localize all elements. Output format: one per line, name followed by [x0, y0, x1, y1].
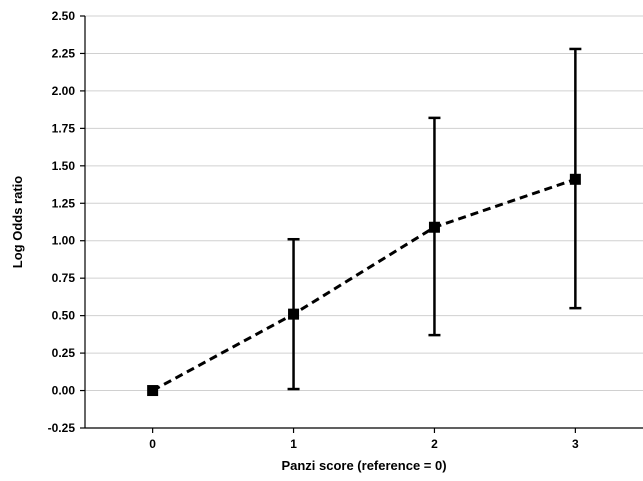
- x-tick-label: 0: [149, 437, 156, 451]
- axes: [80, 15, 643, 433]
- y-tick-label: 0.50: [52, 309, 76, 323]
- y-tick-label: 1.00: [52, 234, 76, 248]
- data-point: [147, 385, 159, 397]
- x-axis-title: Panzi score (reference = 0): [281, 458, 446, 473]
- gridlines: [85, 15, 643, 392]
- data-point: [288, 308, 300, 320]
- series: [147, 47, 582, 397]
- x-tick-labels: 0 1 2 3: [149, 437, 579, 451]
- y-tick-labels: -0.25 0.00 0.25 0.50 0.75 1.00 1.25 1.50 1.75 2.0…: [48, 9, 76, 435]
- series-line: [151, 177, 576, 392]
- y-tick-label: 1.75: [52, 121, 76, 135]
- x-tick-label: 2: [431, 437, 438, 451]
- y-tick-label: 0.75: [52, 271, 76, 285]
- data-point: [428, 221, 440, 233]
- y-tick-label: 1.50: [52, 159, 76, 173]
- x-tick-label: 1: [290, 437, 297, 451]
- data-point: [569, 173, 581, 185]
- y-tick-label: 0.00: [52, 384, 76, 398]
- y-axis-title: Log Odds ratio: [10, 176, 25, 269]
- x-tick-label: 3: [572, 437, 579, 451]
- y-tick-label: 2.25: [52, 46, 76, 60]
- y-tick-label: 0.25: [52, 346, 76, 360]
- y-tick-label: 2.50: [52, 9, 76, 23]
- y-tick-label: -0.25: [48, 421, 76, 435]
- y-tick-label: 1.25: [52, 196, 76, 210]
- y-tick-label: 2.00: [52, 84, 76, 98]
